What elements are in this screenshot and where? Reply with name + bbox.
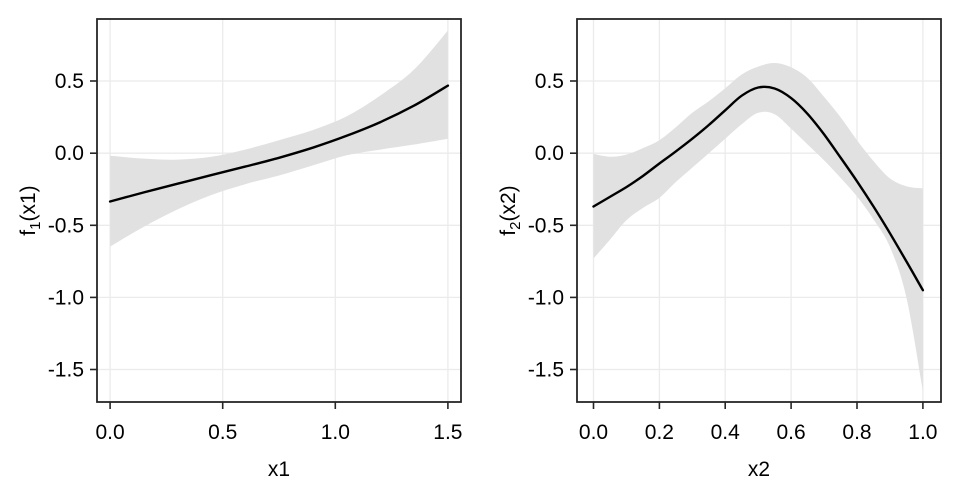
y-tick-label: 0.5: [55, 70, 84, 93]
gam-panel-f1: 0.0 0.5 1.0 1.5 0.5 0.0 -0.5 -1.0 -1.5 x1 f1(x1): [17, 18, 463, 480]
y-title-subscript: 2: [507, 221, 524, 229]
plot-frame: [576, 18, 942, 403]
y-axis-title: f2(x2): [497, 185, 524, 235]
confidence-band: [110, 30, 448, 247]
x-tick-label: 1.0: [321, 421, 350, 444]
y-tick-label: -1.0: [48, 286, 84, 309]
y-tick-label: 0.0: [55, 142, 84, 165]
y-tick-label: -0.5: [528, 214, 564, 237]
y-title-subscript: 1: [27, 221, 44, 229]
plot-frame: [96, 18, 462, 403]
y-axis: 0.5 0.0 -0.5 -1.0 -1.5: [528, 70, 577, 382]
y-axis: 0.5 0.0 -0.5 -1.0 -1.5: [48, 70, 97, 382]
x-tick-label: 0.4: [711, 421, 741, 444]
x-tick-label: 0.0: [579, 421, 608, 444]
y-tick-label: 0.0: [535, 142, 564, 165]
y-tick-label: -1.5: [48, 359, 84, 382]
y-tick-label: -1.0: [528, 286, 564, 309]
x-axis: 0.0 0.5 1.0 1.5: [95, 402, 463, 444]
y-axis-title: f1(x1): [17, 185, 44, 235]
x-tick-label: 0.6: [776, 421, 805, 444]
x-tick-label: 0.2: [645, 421, 674, 444]
x-tick-label: 0.5: [208, 421, 237, 444]
x-axis: 0.0 0.2 0.4 0.6 0.8 1.0: [579, 402, 938, 444]
gridlines: [577, 19, 941, 402]
smooth-fit-line: [592, 85, 925, 292]
f1-plot-svg: 0.0 0.5 1.0 1.5 0.5 0.0 -0.5 -1.0 -1.5 x1 f1(x1): [17, 18, 463, 480]
y-title-suffix: (x2): [497, 185, 520, 221]
x-tick-label: 0.8: [842, 421, 871, 444]
smooth-fit-line: [108, 84, 450, 203]
confidence-band: [593, 62, 923, 392]
y-tick-label: -1.5: [528, 359, 564, 382]
x-tick-label: 1.5: [433, 421, 462, 444]
y-title-prefix: f: [497, 230, 520, 236]
y-title-suffix: (x1): [17, 185, 40, 221]
x-tick-label: 0.0: [95, 421, 124, 444]
x-axis-title: x1: [268, 458, 290, 480]
x-tick-label: 1.0: [908, 421, 937, 444]
y-tick-label: -0.5: [48, 214, 84, 237]
y-title-prefix: f: [17, 230, 40, 236]
y-tick-label: 0.5: [535, 70, 564, 93]
x-axis-title: x2: [748, 458, 770, 480]
f2-plot-svg: 0.0 0.2 0.4 0.6 0.8 1.0 0.5 0.0 -0.5 -1.0 -1.5 x2 f2…: [497, 18, 942, 480]
gam-panel-f2: 0.0 0.2 0.4 0.6 0.8 1.0 0.5 0.0 -0.5 -1.0 -1.5 x2 f2…: [480, 0, 960, 480]
